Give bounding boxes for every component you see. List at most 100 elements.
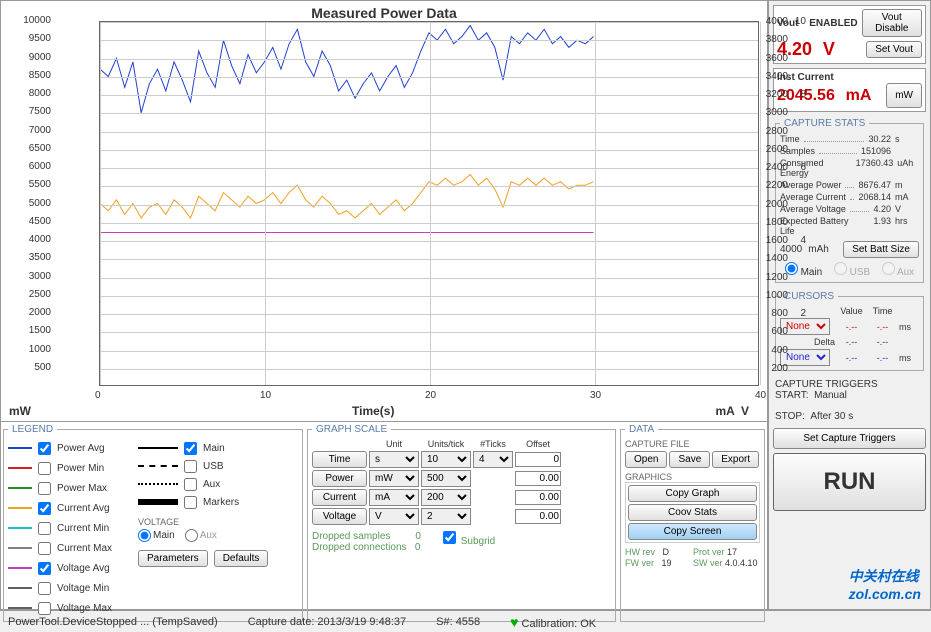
legend-style: USB — [138, 457, 288, 475]
legend-color — [8, 527, 32, 529]
style-checkbox-0[interactable] — [184, 442, 197, 455]
legend-item: Voltage Max — [8, 599, 138, 617]
stat-row: Average Voltage4.20V — [780, 203, 919, 215]
legend-item: Power Max — [8, 479, 138, 497]
stat-row: Samples151096 — [780, 145, 919, 157]
legend-checkbox-4[interactable] — [38, 522, 51, 535]
legend-checkbox-5[interactable] — [38, 542, 51, 555]
legend-checkbox-1[interactable] — [38, 462, 51, 475]
legend-panel: LEGEND Power AvgPower MinPower MaxCurren… — [3, 424, 303, 622]
copy-graph-button[interactable]: Copy Graph — [628, 485, 757, 502]
scale-Time-offset[interactable] — [515, 452, 561, 467]
open-button[interactable]: Open — [625, 451, 667, 468]
scale-Voltage-upt[interactable]: 2 — [421, 508, 471, 525]
set-batt-button[interactable]: Set Batt Size — [843, 241, 919, 258]
chart-plot[interactable]: 2004006008001000120014001600180020002200… — [99, 21, 759, 386]
legend-item: Power Avg — [8, 439, 138, 457]
style-checkbox-2[interactable] — [184, 478, 197, 491]
style-checkbox-3[interactable] — [184, 496, 197, 509]
scale-Time-unit[interactable]: s — [369, 451, 419, 468]
stat-row: Expected Battery Life1.93hrs — [780, 215, 919, 237]
scale-Power-button[interactable]: Power — [312, 470, 367, 487]
copy-stats-button[interactable]: Coov Stats — [628, 504, 757, 521]
graphics-label: GRAPHICS — [625, 472, 760, 482]
x-axis-label: Time(s) — [352, 404, 394, 418]
dropped-samples-label: Dropped samples — [312, 531, 390, 542]
legend-style: Main — [138, 439, 288, 457]
status-serial: S#: 4558 — [436, 616, 480, 628]
legend-color — [8, 567, 32, 569]
legend-item: Voltage Avg — [8, 559, 138, 577]
set-vout-button[interactable]: Set Vout — [866, 41, 922, 58]
mw-button[interactable]: mW — [886, 83, 922, 108]
scale-Power-upt[interactable]: 500 — [421, 470, 471, 487]
legend-item: Current Avg — [8, 499, 138, 517]
status-capture: Capture date: 2013/3/19 9:48:37 — [248, 616, 406, 628]
scale-Current-offset[interactable] — [515, 490, 561, 505]
status-calib: Calibration: OK — [522, 618, 597, 630]
set-triggers-button[interactable]: Set Capture Triggers — [773, 428, 926, 449]
legend-item: Power Min — [8, 459, 138, 477]
legend-item: Current Min — [8, 519, 138, 537]
scale-Current-unit[interactable]: mA — [369, 489, 419, 506]
legend-color — [8, 467, 32, 469]
legend-color — [8, 507, 32, 509]
save-button[interactable]: Save — [669, 451, 710, 468]
scale-Power-unit[interactable]: mW — [369, 470, 419, 487]
scale-Time-button[interactable]: Time — [312, 451, 367, 468]
legend-checkbox-6[interactable] — [38, 562, 51, 575]
scale-Power-offset[interactable] — [515, 471, 561, 486]
scale-Time-ticks[interactable]: 4 — [473, 451, 513, 468]
stat-row: Average Power8676.47m — [780, 179, 919, 191]
stat-row: Time30.22s — [780, 133, 919, 145]
voltage-label: VOLTAGE — [138, 517, 288, 527]
run-button[interactable]: RUN — [773, 453, 926, 511]
capture-stats-panel: CAPTURE STATS Time30.22sSamples151096Con… — [775, 118, 924, 283]
legend-checkbox-0[interactable] — [38, 442, 51, 455]
capture-file-label: CAPTURE FILE — [625, 439, 760, 449]
scale-Voltage-unit[interactable]: V — [369, 508, 419, 525]
legend-checkbox-2[interactable] — [38, 482, 51, 495]
voltage-aux-radio[interactable] — [185, 529, 198, 542]
voltage-main-radio[interactable] — [138, 529, 151, 542]
scale-Current-upt[interactable]: 200 — [421, 489, 471, 506]
right-unit1: mA — [716, 404, 735, 418]
vout-disable-button[interactable]: Vout Disable — [862, 9, 922, 37]
legend-color — [8, 487, 32, 489]
style-swatch — [138, 483, 178, 485]
dropped-conn-label: Dropped connections — [312, 542, 407, 553]
data-panel: DATA CAPTURE FILE Open Save Export GRAPH… — [620, 424, 765, 622]
stat-row: Average Current2068.14mA — [780, 191, 919, 203]
legend-item: Voltage Min — [8, 579, 138, 597]
chart-title: Measured Power Data — [9, 5, 759, 21]
right-unit2: V — [741, 404, 749, 418]
cursors-panel: CURSORS ValueTime None -.---.--ms Delta-… — [775, 291, 924, 371]
style-swatch — [138, 447, 178, 449]
status-device: PowerTool.DeviceStopped ... (TempSaved) — [8, 616, 218, 628]
legend-checkbox-7[interactable] — [38, 582, 51, 595]
export-button[interactable]: Export — [712, 451, 759, 468]
legend-style: Aux — [138, 475, 288, 493]
legend-checkbox-3[interactable] — [38, 502, 51, 515]
style-checkbox-1[interactable] — [184, 460, 197, 473]
legend-item: Current Max — [8, 539, 138, 557]
heart-icon: ♥ — [510, 614, 518, 630]
scale-Voltage-offset[interactable] — [515, 509, 561, 524]
scale-Time-upt[interactable]: 10 — [421, 451, 471, 468]
left-unit: mW — [9, 404, 31, 418]
legend-style: Markers — [138, 493, 288, 511]
vout-enabled: ENABLED — [809, 18, 857, 29]
legend-checkbox-8[interactable] — [38, 602, 51, 615]
subgrid-checkbox[interactable] — [443, 531, 456, 544]
legend-color — [8, 587, 32, 589]
parameters-button[interactable]: Parameters — [138, 550, 208, 567]
defaults-button[interactable]: Defaults — [214, 550, 269, 567]
legend-color — [8, 547, 32, 549]
scale-Current-button[interactable]: Current — [312, 489, 367, 506]
style-swatch — [138, 499, 178, 505]
legend-color — [8, 607, 32, 609]
copy-screen-button[interactable]: Copy Screen — [628, 523, 757, 540]
src-usb-radio — [834, 262, 847, 275]
graph-scale-panel: GRAPH SCALE UnitUnits/tick#TicksOffsetTi… — [307, 424, 616, 622]
scale-Voltage-button[interactable]: Voltage — [312, 508, 367, 525]
